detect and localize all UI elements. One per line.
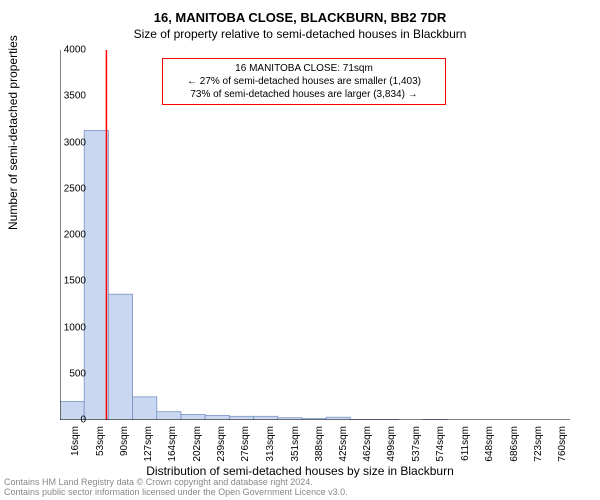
x-tick-label: 648sqm bbox=[484, 426, 495, 466]
y-tick-label: 3000 bbox=[46, 137, 86, 148]
annotation-line2: ← 27% of semi-detached houses are smalle… bbox=[169, 75, 439, 88]
x-axis-label: Distribution of semi-detached houses by … bbox=[0, 464, 600, 478]
x-tick-label: 537sqm bbox=[411, 426, 422, 466]
x-tick-label: 276sqm bbox=[240, 426, 251, 466]
chart-container: 16, MANITOBA CLOSE, BLACKBURN, BB2 7DR S… bbox=[0, 0, 600, 500]
x-tick-label: 686sqm bbox=[509, 426, 520, 466]
x-tick-label: 16sqm bbox=[70, 426, 81, 466]
x-tick-label: 760sqm bbox=[557, 426, 568, 466]
chart-subtitle: Size of property relative to semi-detach… bbox=[0, 25, 600, 41]
y-tick-label: 2000 bbox=[46, 230, 86, 241]
x-tick-label: 164sqm bbox=[167, 426, 178, 466]
y-axis-label: Number of semi-detached properties bbox=[6, 35, 20, 230]
y-tick-label: 500 bbox=[46, 368, 86, 379]
histogram-plot bbox=[60, 50, 570, 420]
x-tick-label: 723sqm bbox=[533, 426, 544, 466]
x-tick-label: 425sqm bbox=[338, 426, 349, 466]
chart-title: 16, MANITOBA CLOSE, BLACKBURN, BB2 7DR bbox=[0, 0, 600, 25]
y-tick-label: 1000 bbox=[46, 322, 86, 333]
x-tick-label: 90sqm bbox=[119, 426, 130, 466]
y-tick-label: 4000 bbox=[46, 45, 86, 56]
y-tick-label: 0 bbox=[46, 415, 86, 426]
x-tick-label: 499sqm bbox=[386, 426, 397, 466]
x-tick-label: 351sqm bbox=[290, 426, 301, 466]
x-tick-label: 202sqm bbox=[192, 426, 203, 466]
y-tick-label: 1500 bbox=[46, 276, 86, 287]
annotation-line1: 16 MANITOBA CLOSE: 71sqm bbox=[169, 62, 439, 75]
x-tick-label: 239sqm bbox=[216, 426, 227, 466]
x-tick-label: 127sqm bbox=[143, 426, 154, 466]
footer: Contains HM Land Registry data © Crown c… bbox=[0, 478, 600, 498]
x-tick-label: 462sqm bbox=[362, 426, 373, 466]
y-tick-label: 3500 bbox=[46, 91, 86, 102]
x-tick-label: 611sqm bbox=[460, 426, 471, 466]
x-tick-label: 388sqm bbox=[314, 426, 325, 466]
x-tick-label: 313sqm bbox=[265, 426, 276, 466]
footer-line2: Contains public sector information licen… bbox=[4, 488, 600, 498]
y-tick-label: 2500 bbox=[46, 183, 86, 194]
annotation-box: 16 MANITOBA CLOSE: 71sqm ← 27% of semi-d… bbox=[162, 58, 446, 105]
x-tick-label: 53sqm bbox=[95, 426, 106, 466]
x-tick-label: 574sqm bbox=[435, 426, 446, 466]
annotation-line3: 73% of semi-detached houses are larger (… bbox=[169, 88, 439, 101]
